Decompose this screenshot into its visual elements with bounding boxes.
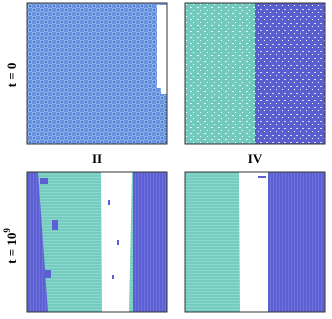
empty-region bbox=[101, 172, 132, 312]
blue-dot bbox=[108, 200, 110, 205]
row-label-base: t = 10 bbox=[4, 233, 19, 264]
empty-region bbox=[239, 172, 269, 312]
column-label: IV bbox=[248, 151, 263, 166]
panel-frame bbox=[184, 171, 326, 313]
panel bbox=[26, 171, 168, 313]
blue-cluster bbox=[52, 220, 58, 230]
blue-domain bbox=[268, 172, 325, 312]
blue-dot bbox=[112, 275, 114, 279]
teal-domain bbox=[185, 3, 255, 144]
row-label: t = 109 bbox=[2, 228, 19, 264]
blue-domain bbox=[133, 172, 167, 312]
blue-cluster bbox=[44, 270, 51, 278]
blue-dot bbox=[258, 176, 266, 178]
blue-cluster bbox=[40, 178, 48, 184]
lattice bbox=[27, 3, 167, 144]
panel bbox=[26, 2, 168, 145]
panel-frame bbox=[184, 2, 326, 145]
panel bbox=[184, 171, 326, 313]
row-label-exponent: 9 bbox=[2, 228, 12, 233]
blue-domain bbox=[255, 3, 325, 144]
panel bbox=[184, 2, 326, 145]
empty-region bbox=[161, 88, 167, 94]
empty-region bbox=[157, 5, 167, 88]
column-label: II bbox=[92, 151, 102, 166]
blue-dot bbox=[117, 240, 119, 245]
panel-frame bbox=[26, 2, 168, 145]
blue-domain bbox=[27, 172, 48, 312]
row-label: t = 0 bbox=[4, 63, 19, 88]
panel-frame bbox=[26, 171, 168, 313]
